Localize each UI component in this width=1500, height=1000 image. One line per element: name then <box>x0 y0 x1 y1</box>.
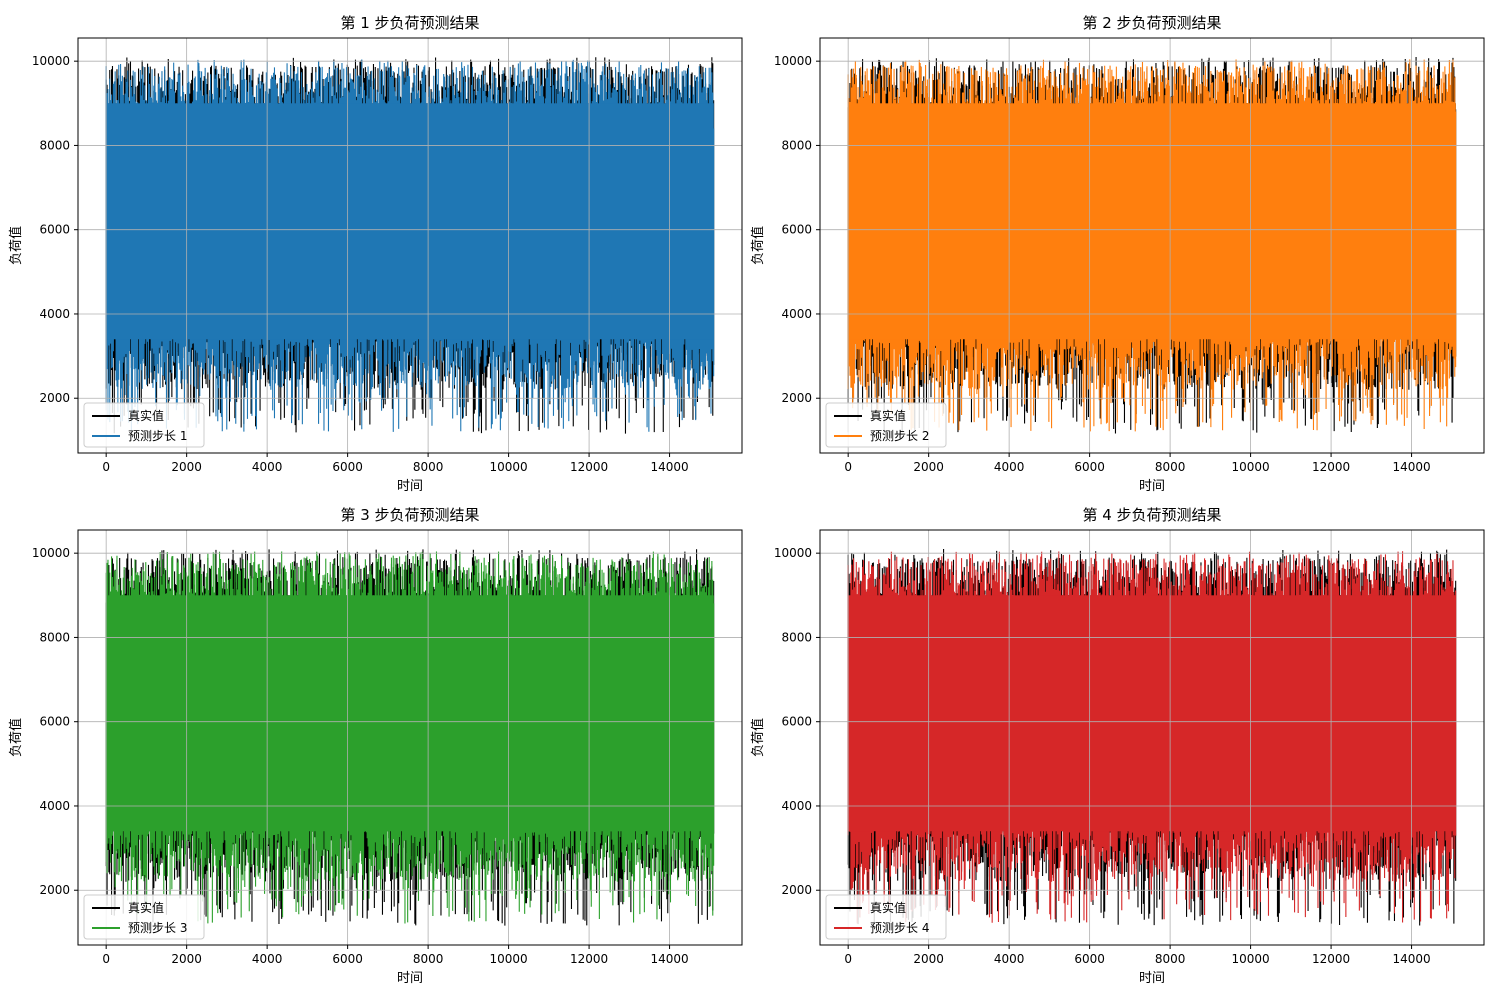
x-tick-label: 0 <box>102 460 110 474</box>
legend-label: 预测步长 3 <box>128 921 187 935</box>
y-tick-label: 6000 <box>39 223 70 237</box>
x-axis-label: 时间 <box>1139 971 1165 986</box>
grid <box>78 38 742 453</box>
x-tick-label: 14000 <box>650 460 688 474</box>
x-tick-label: 4000 <box>994 952 1025 966</box>
x-tick-label: 8000 <box>1155 460 1186 474</box>
legend-label: 预测步长 4 <box>870 921 929 935</box>
plot-series <box>105 549 715 926</box>
x-tick-label: 6000 <box>332 460 363 474</box>
x-tick-label: 0 <box>102 952 110 966</box>
chart-panel-2: 0 2000 4000 6000 8000 10000 12000 14000 2000 4000… <box>750 14 1485 494</box>
y-tick-label: 10000 <box>32 546 70 560</box>
y-tick-label: 4000 <box>781 307 812 321</box>
y-axis-label: 负荷值 <box>8 718 24 757</box>
y-tick-label: 8000 <box>39 630 70 644</box>
y-tick-label: 2000 <box>39 391 70 405</box>
chart-panel-4: 0 2000 4000 6000 8000 10000 12000 14000 2000 4000… <box>750 506 1485 986</box>
y-tick-label: 10000 <box>32 54 70 68</box>
x-tick-label: 10000 <box>1232 952 1270 966</box>
x-tick-label: 14000 <box>1392 460 1430 474</box>
y-tick-label: 4000 <box>39 307 70 321</box>
x-axis-label: 时间 <box>397 971 423 986</box>
x-axis-label: 时间 <box>1139 479 1165 494</box>
x-tick-label: 12000 <box>1312 952 1350 966</box>
axes-frame <box>819 37 1485 454</box>
x-tick-label: 2000 <box>171 460 202 474</box>
grid <box>820 38 1484 453</box>
plot-series <box>105 57 715 434</box>
grid <box>820 530 1484 945</box>
y-tick-label: 8000 <box>781 630 812 644</box>
axes-frame <box>819 529 1485 946</box>
y-tick-label: 10000 <box>774 54 812 68</box>
chart-title: 第 1 步负荷预测结果 <box>340 14 479 32</box>
legend-label: 预测步长 1 <box>128 429 187 443</box>
x-tick-label: 2000 <box>913 952 944 966</box>
x-tick-label: 6000 <box>1074 952 1105 966</box>
series-core-predicted <box>848 595 1456 832</box>
x-tick-label: 8000 <box>413 952 444 966</box>
legend-label: 真实值 <box>870 408 906 423</box>
y-tick-label: 10000 <box>774 546 812 560</box>
legend-label: 真实值 <box>128 408 164 423</box>
y-axis-label: 负荷值 <box>8 226 24 265</box>
x-tick-label: 2000 <box>171 952 202 966</box>
x-tick-label: 4000 <box>252 952 283 966</box>
chart-title: 第 4 步负荷预测结果 <box>1082 506 1221 524</box>
y-tick-label: 2000 <box>781 883 812 897</box>
x-tick-label: 12000 <box>570 460 608 474</box>
y-axis-label: 负荷值 <box>750 718 766 757</box>
chart-title: 第 2 步负荷预测结果 <box>1082 14 1221 32</box>
x-tick-label: 0 <box>844 952 852 966</box>
chart-panel-1: 0 2000 4000 6000 8000 10000 12000 14000 2000 4000… <box>8 14 743 494</box>
x-tick-label: 8000 <box>413 460 444 474</box>
series-core-predicted <box>106 103 714 340</box>
y-tick-label: 6000 <box>39 715 70 729</box>
chart-panel-3: 0 2000 4000 6000 8000 10000 12000 14000 2000 4000… <box>8 506 743 986</box>
legend-label: 真实值 <box>870 900 906 915</box>
x-tick-label: 14000 <box>1392 952 1430 966</box>
y-tick-label: 2000 <box>781 391 812 405</box>
plot-series <box>847 57 1457 434</box>
y-tick-label: 2000 <box>39 883 70 897</box>
x-tick-label: 10000 <box>1232 460 1270 474</box>
x-tick-label: 2000 <box>913 460 944 474</box>
x-tick-label: 4000 <box>252 460 283 474</box>
x-tick-label: 8000 <box>1155 952 1186 966</box>
y-tick-label: 8000 <box>39 138 70 152</box>
legend-label: 预测步长 2 <box>870 429 929 443</box>
series-core-predicted <box>106 595 714 832</box>
x-tick-label: 10000 <box>490 952 528 966</box>
x-tick-label: 10000 <box>490 460 528 474</box>
legend-label: 真实值 <box>128 900 164 915</box>
x-tick-label: 6000 <box>332 952 363 966</box>
x-tick-label: 6000 <box>1074 460 1105 474</box>
x-tick-label: 4000 <box>994 460 1025 474</box>
y-tick-label: 6000 <box>781 715 812 729</box>
x-tick-label: 14000 <box>650 952 688 966</box>
y-tick-label: 6000 <box>781 223 812 237</box>
chart-title: 第 3 步负荷预测结果 <box>340 506 479 524</box>
x-axis-label: 时间 <box>397 479 423 494</box>
y-axis-label: 负荷值 <box>750 226 766 265</box>
axes-frame <box>77 529 743 946</box>
plot-series <box>847 549 1457 926</box>
y-tick-label: 4000 <box>781 799 812 813</box>
x-tick-label: 0 <box>844 460 852 474</box>
series-core-predicted <box>848 103 1456 340</box>
x-tick-label: 12000 <box>570 952 608 966</box>
grid <box>78 530 742 945</box>
x-tick-label: 12000 <box>1312 460 1350 474</box>
y-tick-label: 4000 <box>39 799 70 813</box>
y-tick-label: 8000 <box>781 138 812 152</box>
axes-frame <box>77 37 743 454</box>
